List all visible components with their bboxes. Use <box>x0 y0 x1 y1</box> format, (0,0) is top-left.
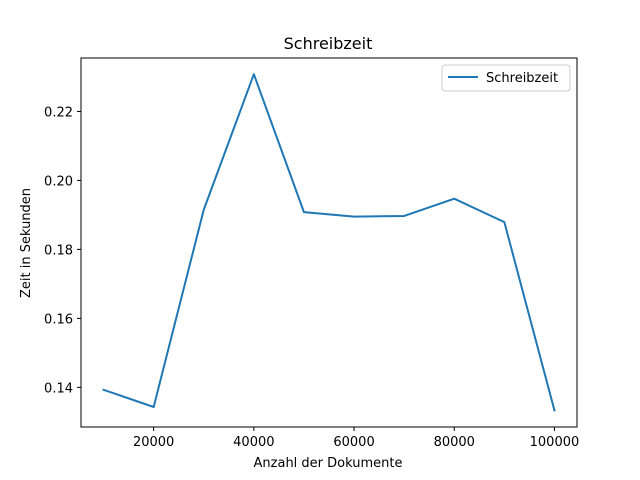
x-tick-label: 40000 <box>233 435 274 450</box>
series-layer <box>102 73 556 412</box>
y-tick-label: 0.16 <box>44 312 73 327</box>
y-tick-label: 0.22 <box>44 105 73 120</box>
x-tick-label: 60000 <box>333 435 374 450</box>
legend: Schreibzeit <box>441 64 571 92</box>
x-tick-label: 80000 <box>434 435 475 450</box>
plot-area <box>80 57 578 428</box>
y-axis: 0.14 0.16 0.18 0.20 0.22 <box>44 105 81 396</box>
legend-label: Schreibzeit <box>486 71 558 86</box>
y-tick-label: 0.20 <box>44 174 73 189</box>
x-tick-label: 20000 <box>133 435 174 450</box>
chart-title: Schreibzeit <box>284 34 373 53</box>
x-tick-label: 100000 <box>530 435 580 450</box>
series-line-0 <box>102 73 556 412</box>
x-axis-label: Anzahl der Dokumente <box>254 456 403 471</box>
y-tick-label: 0.14 <box>44 381 73 396</box>
y-axis-label: Zeit in Sekunden <box>19 188 34 298</box>
y-tick-label: 0.18 <box>44 243 73 258</box>
x-axis: 20000 40000 60000 80000 100000 <box>133 427 579 450</box>
plot-background <box>81 58 577 427</box>
legend-box <box>441 64 571 92</box>
plot-frame <box>80 57 578 428</box>
